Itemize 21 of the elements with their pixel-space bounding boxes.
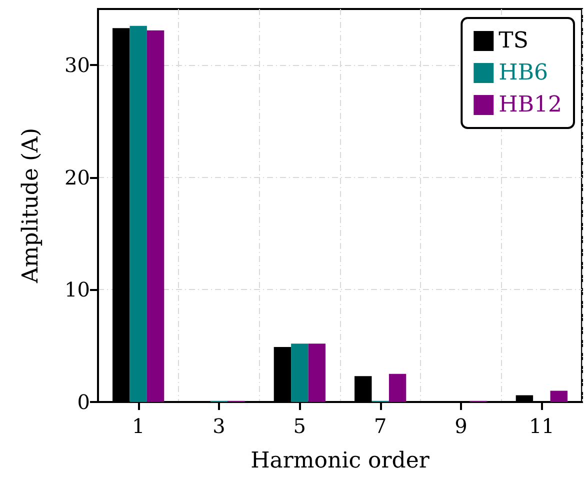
y-tick-label: 10 bbox=[64, 278, 90, 302]
bar bbox=[291, 344, 308, 402]
bar bbox=[308, 344, 326, 402]
bar bbox=[550, 390, 568, 402]
bar bbox=[388, 374, 406, 402]
y-tick-label: 0 bbox=[77, 390, 90, 414]
y-axis-title: Amplitude (A) bbox=[18, 128, 44, 284]
x-tick-label: 7 bbox=[374, 414, 387, 438]
y-tick-label: 20 bbox=[64, 165, 90, 190]
y-tick-label: 30 bbox=[64, 53, 90, 78]
legend-label: TS bbox=[498, 28, 528, 54]
x-tick-label: 5 bbox=[293, 414, 306, 438]
x-tick-label: 9 bbox=[454, 414, 468, 438]
x-tick-label: 3 bbox=[212, 414, 226, 438]
legend-label: HB6 bbox=[498, 60, 548, 86]
x-tick-label: 11 bbox=[528, 414, 554, 438]
bar bbox=[130, 26, 147, 402]
legend-label: HB12 bbox=[498, 92, 562, 118]
bar bbox=[146, 30, 164, 402]
x-axis-title: Harmonic order bbox=[250, 448, 430, 474]
x-tick-label: 1 bbox=[132, 414, 145, 438]
